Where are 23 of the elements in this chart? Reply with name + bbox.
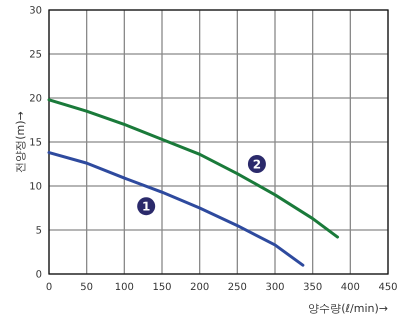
y-tick-label: 25 [29,50,42,60]
y-axis-title: 전양정(m)→ [14,111,27,173]
x-tick-label: 450 [378,282,398,293]
y-tick-label: 5 [36,226,42,236]
x-tick-label: 0 [46,282,52,293]
annotation: 2 [252,158,262,172]
line-series [48,151,304,267]
x-tick-label: 150 [152,282,172,293]
x-tick-label: 200 [190,282,210,293]
x-tick-label: 100 [114,282,134,293]
y-tick-label: 20 [29,94,42,104]
x-tick-label: 50 [80,282,94,293]
line-series [48,98,340,239]
x-tick-label: 250 [228,282,247,293]
x-tick-label: 400 [340,282,360,293]
x-axis-title: 양수량(ℓ/min)→ [308,302,388,315]
y-tick-label: 15 [29,138,42,148]
y-tick-label: 10 [29,182,42,192]
y-tick-label: 0 [36,270,42,280]
annotation: 1 [142,200,150,214]
y-tick-label: 30 [29,6,42,16]
x-tick-label: 350 [303,282,322,293]
x-tick-label: 300 [265,282,285,293]
